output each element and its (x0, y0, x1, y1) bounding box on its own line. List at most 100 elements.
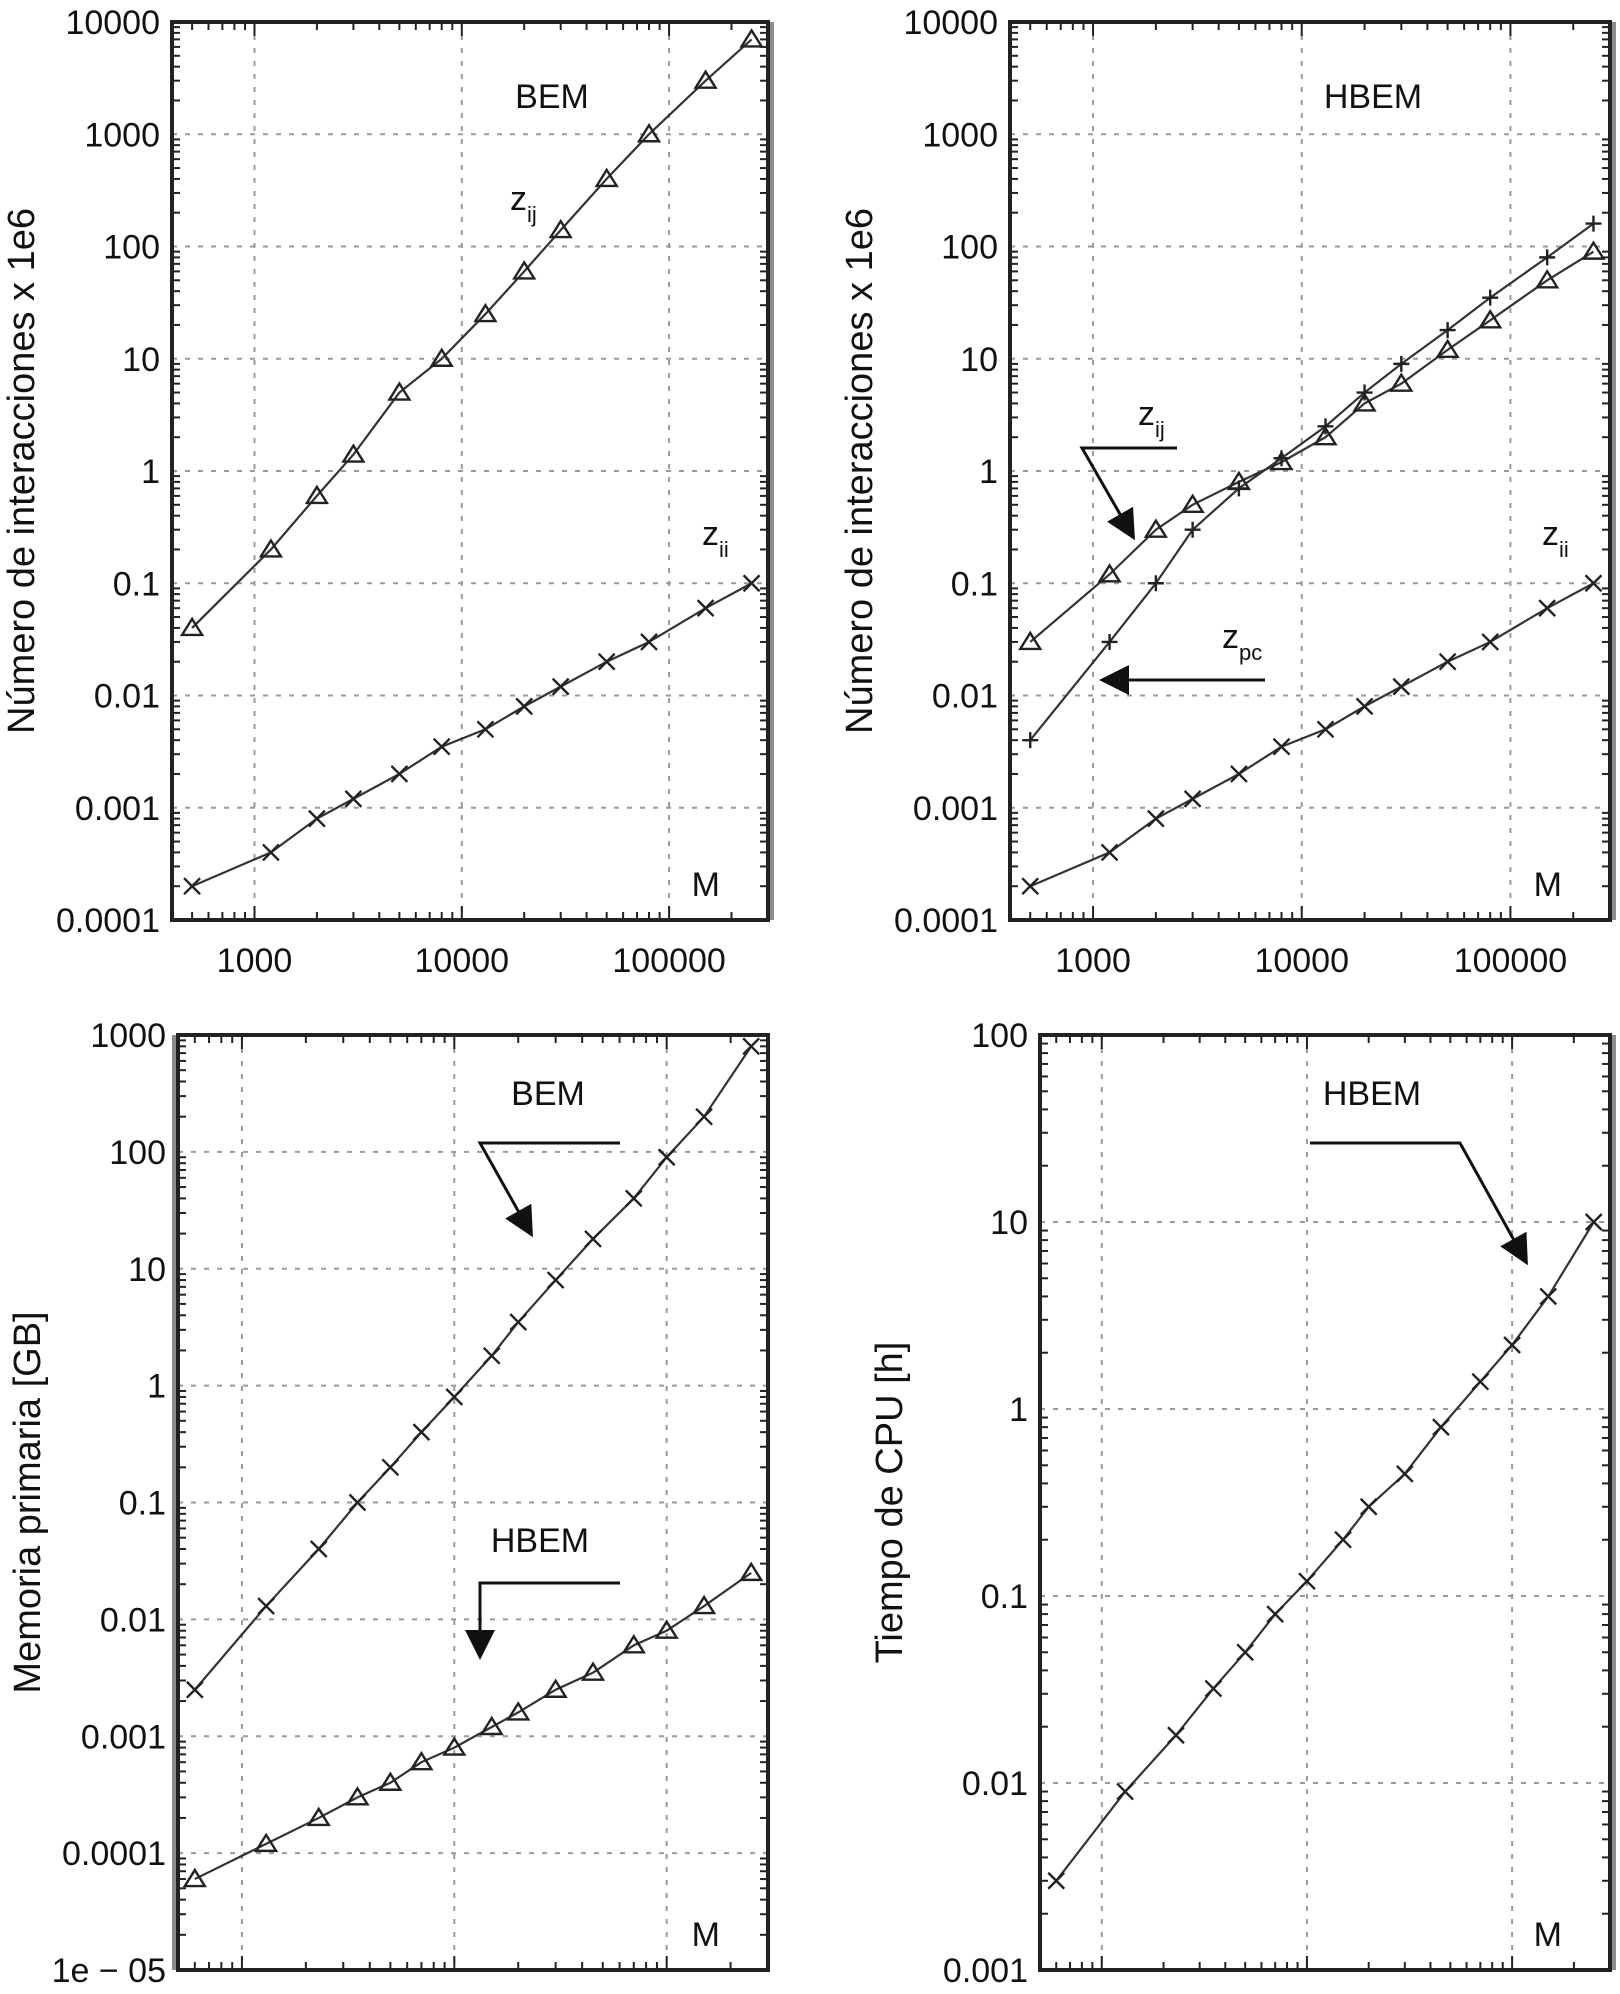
data-point-x (344, 790, 363, 808)
data-point-x (1584, 574, 1603, 593)
y-tick-label: 1000 (90, 1017, 166, 1055)
data-point-x (1584, 1213, 1603, 1231)
data-point-x (1116, 1782, 1134, 1801)
data-point-triangle (378, 1771, 403, 1791)
data-point-x (1021, 877, 1040, 896)
data-point-x (1538, 599, 1557, 618)
data-point-triangle (693, 69, 718, 89)
data-point-triangle (691, 1594, 717, 1615)
series-line (193, 1045, 753, 1691)
data-point-triangle (179, 616, 205, 637)
y-axis-label: Número de interacciones x 1e6 (839, 208, 881, 734)
data-point-x (1236, 1643, 1255, 1662)
data-point-triangle (636, 122, 662, 143)
x-tick-label: 10000 (1260, 1992, 1355, 1994)
data-point-x (695, 1107, 713, 1126)
x-tick-label: 1000 (217, 942, 293, 980)
data-point-x (657, 1148, 676, 1167)
data-point-x (1167, 1726, 1185, 1745)
x-tick-label: 100000 (612, 942, 725, 980)
data-point-triangle (594, 167, 619, 188)
data-point-x (390, 765, 409, 783)
data-point-x (1272, 737, 1291, 756)
y-tick-label: 10000 (903, 4, 998, 42)
data-point-triangle (621, 1634, 646, 1654)
data-point-triangle (304, 484, 330, 505)
plot-frame (1008, 20, 1612, 922)
y-tick-label: 10 (122, 341, 160, 379)
y-tick-label: 100 (103, 229, 160, 267)
data-point-triangle (306, 1806, 331, 1827)
data-point-x (432, 737, 451, 756)
data-point-x (1266, 1605, 1284, 1623)
data-point-triangle (429, 347, 454, 367)
x-tick-label: 10000 (1254, 942, 1349, 980)
series-line (1029, 250, 1595, 643)
data-point-x (515, 697, 534, 716)
data-point-x (1147, 809, 1165, 828)
plot-frame (170, 20, 770, 922)
x-tick-label: 100000 (1454, 942, 1567, 980)
annotation-label: zii (702, 515, 729, 562)
data-point-triangle (1180, 493, 1205, 513)
data-point-x (551, 677, 570, 696)
data-point-x (1047, 1871, 1066, 1890)
y-tick-label: 100 (109, 1134, 166, 1172)
data-point-triangle (512, 260, 537, 280)
data-point-triangle (182, 1867, 207, 1888)
data-point-x (1183, 790, 1202, 808)
y-tick-label: 0.001 (943, 1952, 1028, 1990)
series-bem (185, 1037, 761, 1699)
y-tick-label: 0.0001 (56, 902, 160, 940)
data-point-triangle (1478, 309, 1503, 329)
data-point-triangle (580, 1661, 606, 1681)
annotation-label: zpc (1222, 618, 1262, 665)
series-line (1029, 222, 1595, 741)
data-point-triangle (345, 1786, 370, 1806)
annotation-label: BEM (511, 1075, 585, 1113)
data-point-x (696, 599, 715, 618)
data-point-x (257, 1597, 275, 1615)
data-point-x (183, 877, 201, 896)
x-tick-label: 100000 (1455, 1992, 1568, 1994)
data-point-x (1539, 1287, 1558, 1306)
x-axis-label: M (1534, 866, 1562, 904)
data-point-x (546, 1271, 565, 1289)
y-tick-label: 1 (147, 1368, 166, 1406)
data-point-triangle (1581, 240, 1606, 260)
y-axis-label: Tiempo de CPU [h] (869, 1342, 911, 1664)
data-point-x (640, 633, 658, 651)
data-point-x (482, 1346, 501, 1365)
series-line (1029, 582, 1594, 888)
data-point-triangle (442, 1736, 467, 1756)
series-line (1055, 1221, 1595, 1882)
data-point-triangle (1097, 563, 1122, 583)
annotation-arrow (1079, 446, 1177, 541)
chart-panel-top-left: 0.0001 0.001 0.01 0.1 1 10 100 1000 10000 1000 100… (1, 4, 774, 980)
data-point-x (1438, 652, 1457, 671)
data-point-x (262, 843, 280, 862)
data-point-x (1481, 633, 1500, 651)
y-tick-label: 0.01 (94, 678, 160, 716)
chart-panel-top-right: 0.0001 0.001 0.01 0.1 1 10 100 1000 10000 1000 100… (839, 4, 1616, 980)
data-point-x (309, 1540, 328, 1558)
y-tick-label: 0.0001 (894, 902, 998, 940)
data-point-triangle (1435, 338, 1460, 359)
x-tick-label: 10000 (415, 942, 510, 980)
y-tick-label: 0.1 (113, 565, 160, 603)
y-tick-label: 10 (960, 341, 998, 379)
y-tick-label: 1e − 05 (52, 1952, 166, 1990)
y-tick-label: 1 (1009, 1391, 1028, 1429)
annotation-arrow (465, 1581, 620, 1660)
y-tick-label: 10000 (65, 4, 160, 42)
x-tick-label: 1000 (1055, 942, 1131, 980)
y-tick-label: 100 (971, 1017, 1028, 1055)
y-axis-label: Memoria primaria [GB] (7, 1311, 49, 1693)
data-point-x (412, 1423, 431, 1441)
data-point-x (742, 1037, 761, 1056)
annotation-label: BEM (515, 78, 589, 116)
y-tick-label: 10 (128, 1251, 166, 1289)
data-point-x (445, 1388, 464, 1406)
data-point-x (509, 1313, 528, 1331)
